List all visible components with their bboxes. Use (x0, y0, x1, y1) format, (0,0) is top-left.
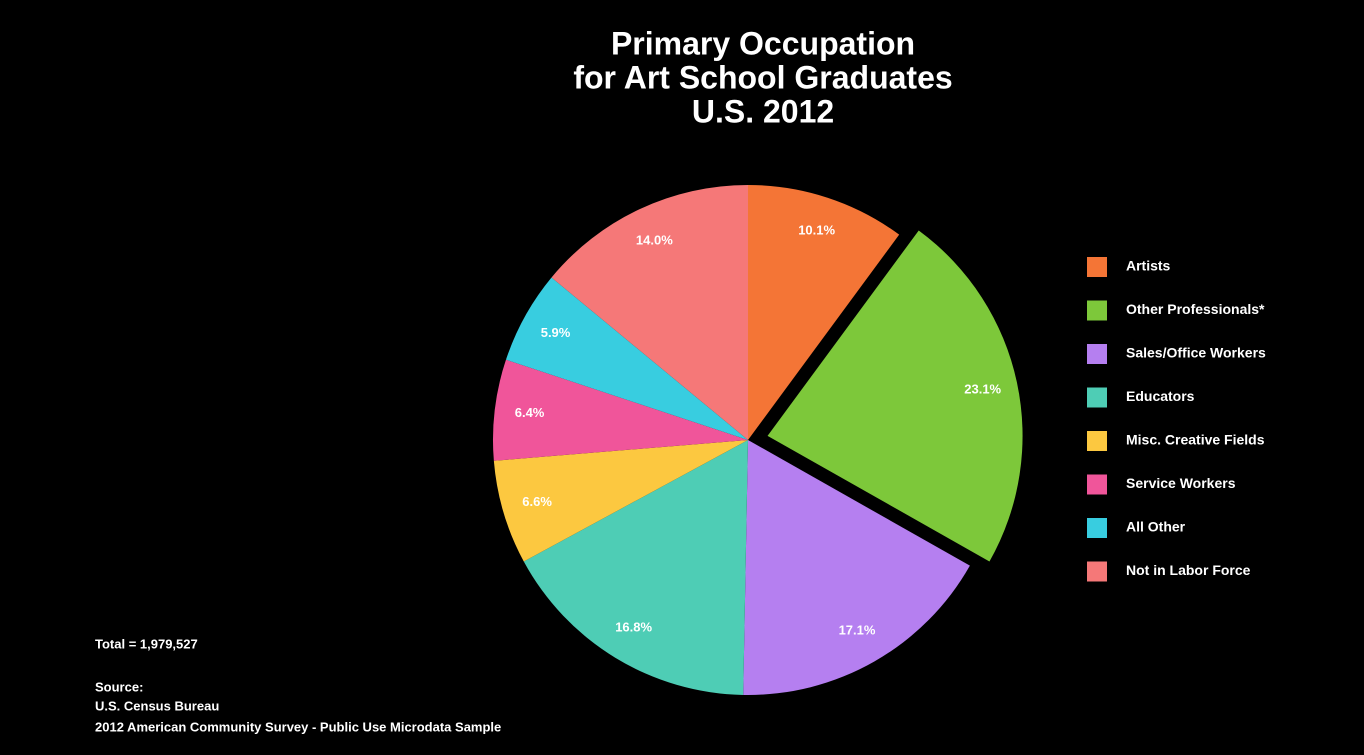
data-label: 23.1% (964, 381, 1001, 396)
data-label: 6.6% (522, 494, 552, 509)
legend-label: All Other (1126, 519, 1186, 535)
legend-label: Misc. Creative Fields (1126, 432, 1265, 448)
legend-label: Artists (1126, 258, 1171, 274)
legend-swatch (1087, 344, 1107, 364)
note: Source: (95, 679, 143, 694)
legend-label: Educators (1126, 388, 1195, 404)
legend-swatch (1087, 257, 1107, 277)
legend-label: Service Workers (1126, 475, 1236, 491)
pie-slice (743, 440, 970, 695)
data-label: 17.1% (839, 623, 876, 638)
pie-slice (748, 185, 900, 440)
data-label: 16.8% (615, 619, 652, 634)
data-label: 10.1% (798, 222, 835, 237)
legend-swatch (1087, 300, 1107, 321)
legend-swatch (1087, 518, 1107, 538)
pie-slice (523, 440, 748, 695)
pie-slice (767, 230, 1023, 562)
chart-title: Primary Occupation (611, 25, 915, 61)
pie-slice (551, 185, 748, 440)
legend-swatch (1087, 561, 1107, 582)
pie-slice (493, 359, 748, 461)
pie-slice (505, 277, 748, 440)
data-label: 14.0% (636, 232, 673, 247)
legend-label: Sales/Office Workers (1126, 345, 1266, 361)
legend-swatch (1087, 431, 1107, 451)
legend-swatch (1087, 474, 1107, 495)
legend-label: Other Professionals* (1126, 301, 1265, 317)
note: 2012 American Community Survey - Public … (95, 719, 501, 734)
legend-label: Not in Labor Force (1126, 562, 1251, 578)
note: Total = 1,979,527 (95, 636, 198, 651)
chart-title: U.S. 2012 (692, 93, 834, 129)
data-label: 6.4% (515, 405, 545, 420)
pie-slice (493, 440, 748, 562)
chart-title: for Art School Graduates (573, 59, 952, 95)
note: U.S. Census Bureau (95, 698, 219, 713)
legend-swatch (1087, 387, 1107, 408)
data-label: 5.9% (541, 325, 571, 340)
